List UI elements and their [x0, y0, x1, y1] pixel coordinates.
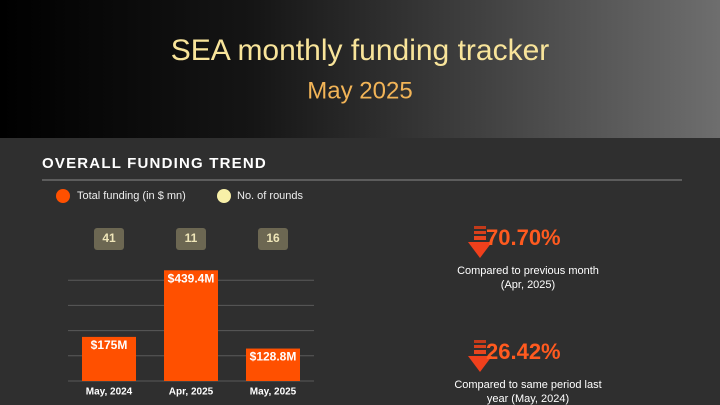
rounds-count: 11: [185, 231, 198, 245]
stat-value: 70.70%: [486, 225, 561, 250]
rounds-box: [176, 228, 206, 250]
page-title: SEA monthly funding tracker: [171, 34, 550, 67]
legend-label: No. of rounds: [237, 190, 304, 202]
bar: [246, 348, 300, 381]
stat-caption: year (May, 2024): [487, 393, 569, 405]
bar: [164, 270, 218, 381]
bar: [82, 336, 136, 381]
section-title: OVERALL FUNDING TREND: [42, 155, 267, 172]
legend-label: Total funding (in $ mn): [77, 190, 186, 202]
stat-caption: (Apr, 2025): [501, 279, 555, 291]
page-subtitle: May 2025: [307, 77, 412, 104]
rounds-box: [94, 228, 124, 250]
rounds-count: 16: [266, 231, 280, 245]
x-tick-label: May, 2024: [86, 387, 133, 398]
x-tick-label: Apr, 2025: [169, 387, 214, 398]
x-tick-label: May, 2025: [250, 387, 297, 398]
stat-arrows: [468, 226, 492, 372]
stat-caption: Compared to same period last: [454, 379, 601, 391]
rounds-count: 41: [102, 231, 116, 245]
value-label: $128.8M: [250, 350, 297, 364]
rounds-box: [258, 228, 288, 250]
value-label: $175M: [91, 338, 128, 352]
legend-swatch: [217, 189, 231, 203]
stat-caption: Compared to previous month: [457, 265, 599, 277]
banner: [0, 0, 720, 138]
value-label: $439.4M: [168, 271, 215, 285]
stat-value: 26.42%: [486, 339, 561, 364]
legend-swatch: [56, 189, 70, 203]
